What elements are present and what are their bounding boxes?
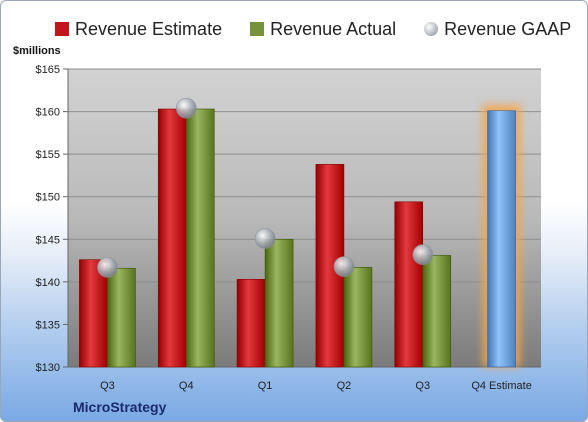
marker-revenue-gaap — [175, 97, 197, 119]
x-tick-label: Q2 — [337, 380, 352, 392]
x-tick-label: Q1 — [258, 380, 273, 392]
bar-revenue-estimate — [157, 108, 187, 368]
bar-revenue-actual — [343, 267, 373, 368]
marker-revenue-gaap — [254, 228, 276, 249]
legend-label-revenue-gaap: Revenue GAAP — [444, 18, 572, 39]
legend-label-revenue-estimate: Revenue Estimate — [75, 18, 223, 39]
y-tick-label: $150 — [36, 192, 60, 204]
bar-revenue-forecast — [487, 110, 516, 368]
legend: Revenue Estimate Revenue Actual Revenue … — [55, 17, 571, 41]
x-tick-label: Q3 — [415, 380, 430, 392]
legend-swatch-revenue-gaap — [424, 22, 439, 36]
marker-revenue-gaap — [333, 256, 355, 277]
legend-label-revenue-actual: Revenue Actual — [270, 18, 397, 39]
bar-revenue-actual — [422, 255, 452, 368]
x-tick-label: Q3 — [100, 380, 115, 392]
legend-item-revenue-actual: Revenue Actual — [250, 19, 396, 40]
bar-revenue-estimate — [394, 201, 424, 368]
y-tick-label: $140 — [36, 277, 60, 289]
legend-swatch-revenue-estimate — [55, 22, 69, 36]
marker-revenue-gaap — [97, 257, 118, 278]
bar-revenue-estimate — [79, 259, 108, 368]
bar-revenue-actual — [107, 267, 136, 368]
company-name: MicroStrategy — [73, 399, 167, 415]
plot-area — [68, 69, 541, 367]
y-axis-title: $millions — [13, 45, 61, 57]
bar-revenue-estimate — [236, 279, 266, 368]
bar-revenue-actual — [185, 108, 215, 368]
legend-item-revenue-gaap: Revenue GAAP — [424, 19, 571, 40]
legend-item-revenue-estimate: Revenue Estimate — [55, 19, 222, 40]
y-tick-label: $135 — [36, 319, 60, 331]
y-tick-label: $160 — [36, 107, 60, 119]
y-tick-label: $130 — [36, 362, 60, 374]
y-tick-label: $155 — [36, 149, 60, 161]
bar-revenue-actual — [264, 238, 294, 368]
x-tick-label: Q4 Estimate — [471, 380, 532, 392]
y-tick-label: $165 — [36, 64, 60, 76]
y-tick-label: $145 — [36, 234, 60, 246]
marker-revenue-gaap — [412, 244, 434, 265]
legend-swatch-revenue-actual — [250, 22, 265, 36]
x-tick-label: Q4 — [179, 380, 194, 392]
